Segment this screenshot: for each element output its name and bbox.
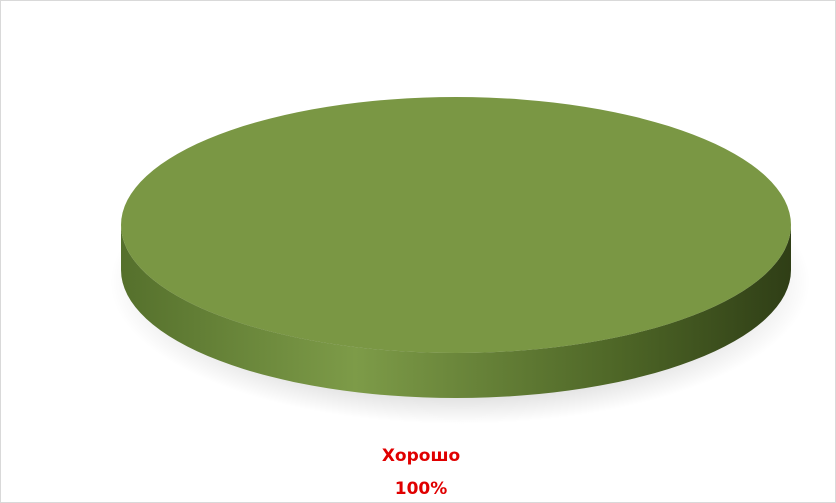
pie-slice-side — [121, 225, 791, 398]
data-label-value: 100% — [395, 479, 448, 499]
pie — [121, 97, 791, 398]
data-label-category: Хорошо — [382, 446, 460, 466]
pie-slice — [121, 97, 791, 353]
